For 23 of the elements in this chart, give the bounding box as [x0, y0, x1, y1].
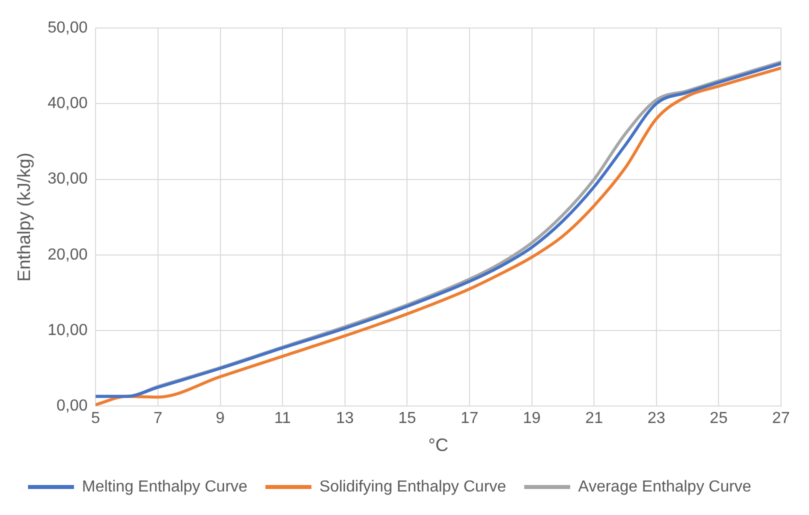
x-tick-label: 17 [460, 410, 478, 428]
y-tick-label: 50,00 [48, 19, 88, 36]
x-tick-label: 21 [585, 410, 604, 428]
y-tick-label: 40,00 [48, 95, 88, 112]
x-tick-label: 11 [274, 410, 291, 428]
y-tick-label: 30,00 [48, 170, 88, 188]
y-tick-label: 0,00 [56, 398, 88, 415]
x-tick-label: 27 [772, 410, 790, 428]
y-tick-label: 10,00 [48, 322, 88, 339]
legend-label: Solidifying Enthalpy Curve [319, 478, 506, 496]
x-tick-label: 15 [398, 410, 416, 428]
x-tick-label: 7 [153, 410, 162, 428]
x-tick-label: 25 [710, 410, 728, 428]
legend-label: Average Enthalpy Curve [578, 478, 752, 496]
x-tick-label: 19 [522, 410, 541, 428]
y-axis-title: Enthalpy (kJ/kg) [14, 152, 34, 282]
x-tick-label: 9 [216, 410, 225, 428]
x-tick-label: 23 [647, 410, 666, 428]
legend-label: Melting Enthalpy Curve [82, 478, 248, 496]
y-tick-label: 20,00 [48, 246, 88, 264]
x-axis-title: °C [428, 435, 448, 456]
x-tick-label: 5 [91, 410, 100, 428]
x-tick-label: 13 [336, 410, 354, 428]
